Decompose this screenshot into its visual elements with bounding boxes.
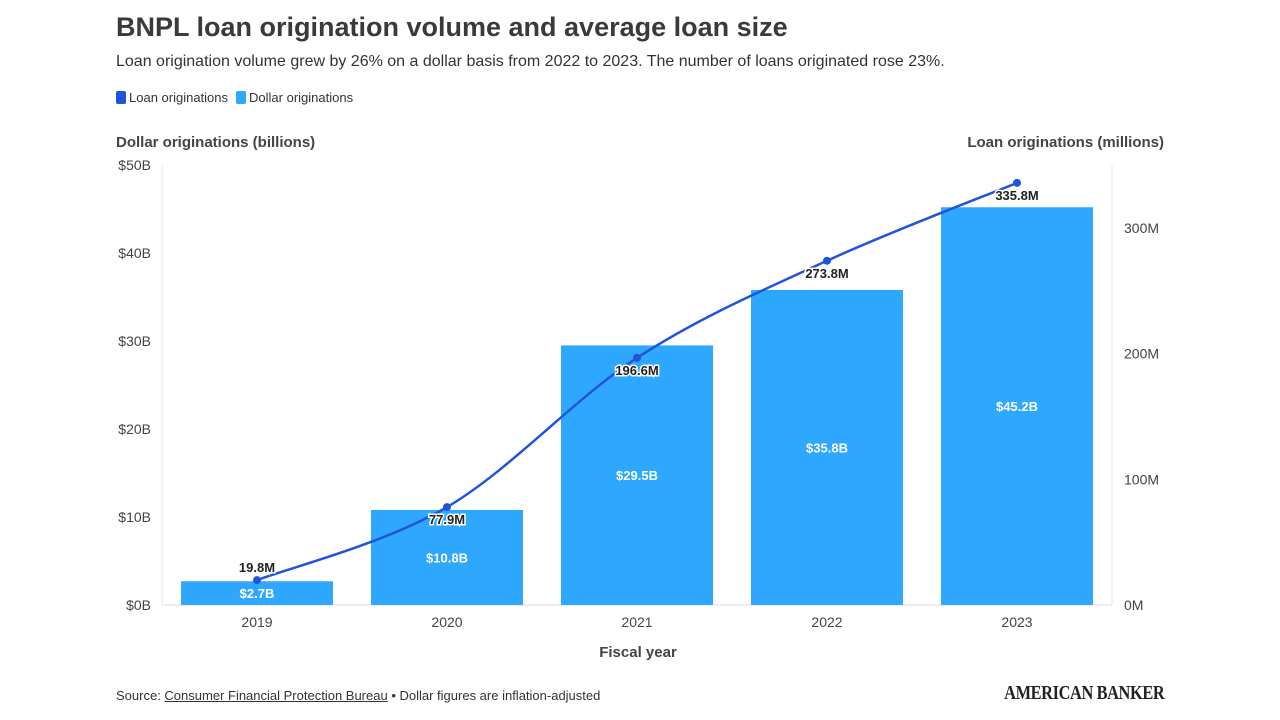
bar-value-label: $29.5B: [616, 468, 658, 483]
left-tick-label: $10B: [118, 509, 151, 525]
right-axis-title: Loan originations (millions): [967, 134, 1164, 151]
line-point-2020[interactable]: [443, 503, 451, 512]
legend-swatch-loan-originations: [116, 91, 126, 104]
left-tick-label: $20B: [118, 421, 151, 437]
american-banker-logo: AMERICAN BANKER: [1003, 682, 1165, 704]
legend-item-loan-originations[interactable]: Loan originations: [116, 90, 228, 105]
x-tick-label: 2022: [811, 614, 842, 630]
right-tick-label: 200M: [1124, 346, 1159, 362]
line-value-label: 273.8M: [805, 266, 848, 281]
left-tick-label: $30B: [118, 333, 151, 349]
line-value-label: 335.8M: [995, 188, 1038, 203]
bar-value-label: $45.2B: [996, 399, 1038, 414]
line-point-2019[interactable]: [253, 576, 261, 585]
right-tick-label: 0M: [1124, 597, 1143, 613]
chart-title: BNPL loan origination volume and average…: [116, 12, 788, 42]
x-axis-title: Fiscal year: [599, 644, 677, 661]
line-point-2022[interactable]: [823, 256, 831, 265]
x-tick-label: 2023: [1001, 614, 1032, 630]
legend-label-loan-originations: Loan originations: [129, 90, 229, 105]
legend: Loan originations Dollar originations: [116, 90, 353, 105]
legend-label-dollar-originations: Dollar originations: [249, 90, 354, 105]
bar-labels: $2.7B $10.8B $29.5B $35.8B $45.2B: [240, 399, 1038, 601]
left-tick-label: $50B: [118, 157, 151, 173]
line-value-label: 19.8M: [239, 560, 275, 575]
line-point-2021[interactable]: [633, 353, 641, 362]
left-tick-label: $0B: [126, 597, 151, 613]
line-series: 19.8M 77.9M 196.6M 273.8M 335.8M: [237, 178, 1040, 585]
right-tick-label: 300M: [1124, 220, 1159, 236]
bar-value-label: $35.8B: [806, 440, 848, 455]
bar-series: [181, 207, 1093, 606]
source-note: • Dollar figures are inflation-adjusted: [387, 688, 601, 703]
bar-2023[interactable]: [941, 207, 1093, 606]
bar-2020[interactable]: [371, 509, 523, 605]
line-value-label: 196.6M: [615, 363, 658, 378]
axes: $0B $10B $20B $30B $40B $50B 0M 100M 200M 300M 201…: [118, 157, 1159, 630]
bar-2019[interactable]: [181, 581, 333, 605]
source-prefix: Source:: [116, 688, 165, 703]
line-point-2023[interactable]: [1013, 178, 1021, 187]
line-value-label: 77.9M: [429, 512, 465, 527]
left-tick-label: $40B: [118, 245, 151, 261]
right-tick-label: 100M: [1124, 471, 1159, 487]
x-tick-label: 2019: [241, 614, 272, 630]
chart-subtitle: Loan origination volume grew by 26% on a…: [116, 53, 945, 70]
left-axis-title: Dollar originations (billions): [116, 134, 316, 151]
bar-2021[interactable]: [561, 345, 713, 605]
x-tick-label: 2020: [431, 614, 462, 630]
bar-value-label: $2.7B: [240, 586, 275, 601]
bar-value-label: $10.8B: [426, 550, 468, 565]
legend-item-dollar-originations[interactable]: Dollar originations: [236, 90, 353, 105]
legend-swatch-dollar-originations: [236, 91, 247, 104]
source-link[interactable]: Consumer Financial Protection Bureau: [164, 688, 388, 703]
x-tick-label: 2021: [621, 614, 652, 630]
footer: Source: Consumer Financial Protection Bu…: [116, 688, 600, 703]
bar-2022[interactable]: [751, 289, 903, 605]
